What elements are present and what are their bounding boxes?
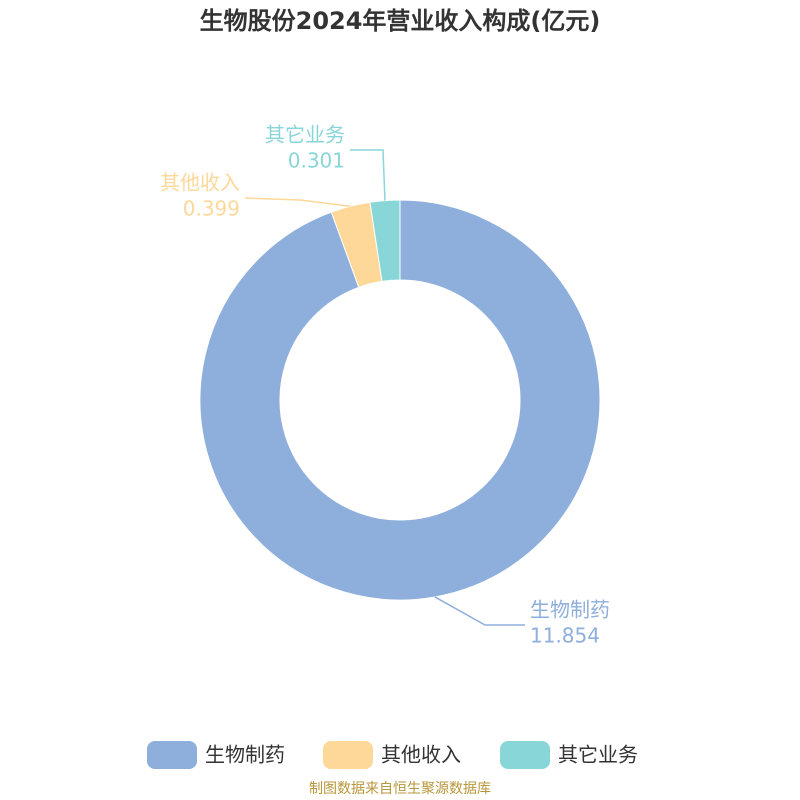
slice-value: 0.301: [288, 149, 345, 173]
slice-label: 其他收入: [160, 171, 240, 195]
legend-swatch: [147, 741, 197, 769]
donut-slice: [199, 199, 601, 601]
chart-title: 生物股份2024年营业收入构成(亿元): [200, 7, 601, 35]
leader-line: [434, 596, 525, 626]
legend-swatch: [323, 741, 373, 769]
slice-label: 生物制药: [530, 598, 610, 622]
leader-line: [244, 197, 351, 207]
legend-swatch: [500, 741, 550, 769]
slice-value: 11.854: [530, 624, 600, 648]
donut-slice: [369, 199, 401, 282]
legend-label: 其他收入: [381, 743, 461, 767]
legend-label: 生物制药: [205, 743, 285, 767]
legend-label: 其它业务: [558, 743, 638, 767]
slice-value: 0.399: [183, 197, 240, 221]
leader-line: [350, 149, 386, 201]
slice-label: 其它业务: [265, 123, 345, 147]
source-note: 制图数据来自恒生聚源数据库: [309, 781, 491, 797]
